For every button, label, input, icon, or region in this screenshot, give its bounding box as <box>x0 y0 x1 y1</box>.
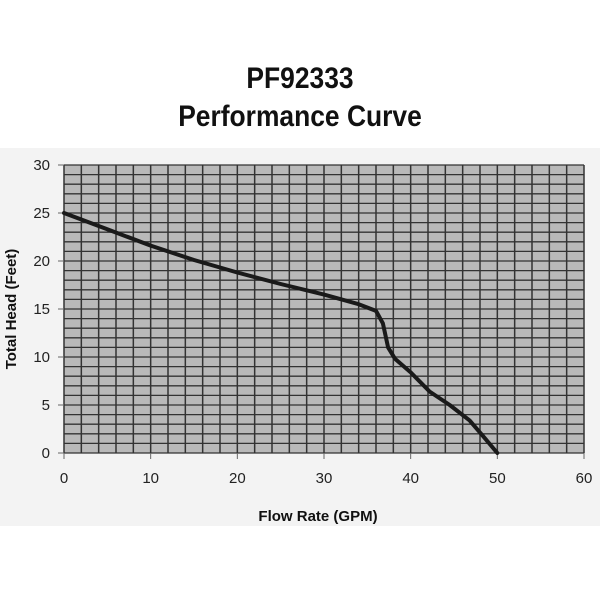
x-tick-label: 50 <box>489 470 506 487</box>
y-axis-label: Total Head (Feet) <box>3 249 20 370</box>
x-tick-label: 20 <box>229 470 246 487</box>
y-tick-label: 25 <box>33 205 50 222</box>
x-tick-label: 30 <box>316 470 333 487</box>
chart-title: PF92333 <box>246 62 354 95</box>
performance-curve-line <box>62 211 500 455</box>
x-tick-label: 40 <box>402 470 419 487</box>
y-tick-label: 20 <box>33 253 50 270</box>
y-tick-label: 30 <box>33 157 50 174</box>
x-tick-label: 10 <box>142 470 159 487</box>
y-tick-label: 15 <box>33 301 50 318</box>
tick-labels: 0 10 20 30 40 50 60 0 5 10 15 20 25 30 <box>33 157 592 487</box>
chart-subtitle: Performance Curve <box>178 100 422 133</box>
y-tick-label: 10 <box>33 349 50 366</box>
y-tick-label: 5 <box>42 397 50 414</box>
x-tick-label: 60 <box>576 470 593 487</box>
x-axis-label: Flow Rate (GPM) <box>258 508 377 525</box>
y-tick-label: 0 <box>42 445 50 462</box>
x-tick-label: 0 <box>60 470 68 487</box>
